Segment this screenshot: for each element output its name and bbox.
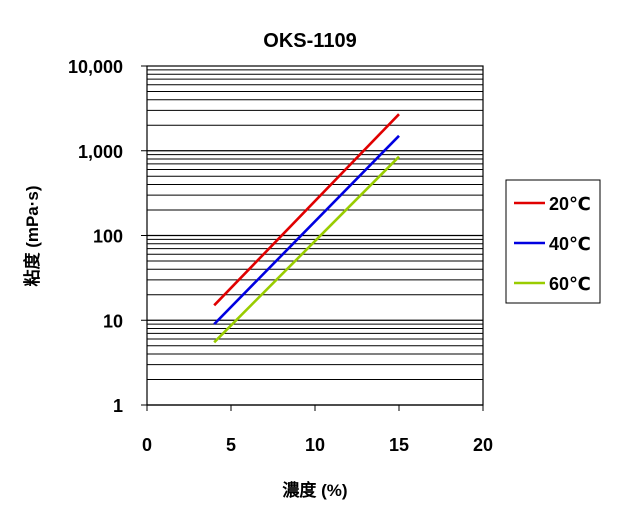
legend-label: 20℃	[549, 194, 591, 214]
series-line	[213, 134, 400, 326]
x-tick-label: 15	[389, 435, 409, 455]
x-axis-label: 濃度 (%)	[282, 480, 347, 500]
y-tick-label: 1,000	[78, 142, 123, 162]
y-axis-label: 粘度 (mPa·s)	[22, 185, 42, 286]
series-line	[213, 113, 400, 307]
y-axis: 1 10 100 1,000 10,000	[68, 57, 147, 416]
y-tick-label: 10,000	[68, 57, 123, 77]
x-tick-label: 10	[305, 435, 325, 455]
legend-label: 60℃	[549, 274, 591, 294]
x-tick-label: 0	[142, 435, 152, 455]
series-layer	[213, 113, 400, 344]
x-tick-label: 20	[473, 435, 493, 455]
gridlines	[147, 69, 483, 406]
y-tick-label: 1	[113, 396, 123, 416]
x-axis: 0 5 10 15 20	[142, 405, 493, 455]
chart-title: OKS-1109	[263, 30, 356, 52]
x-tick-label: 5	[226, 435, 236, 455]
series-line	[213, 155, 400, 344]
y-tick-label: 100	[93, 227, 123, 247]
y-tick-label: 10	[103, 311, 123, 331]
legend: 20℃ 40℃ 60℃	[505, 179, 601, 304]
legend-label: 40℃	[549, 234, 591, 254]
